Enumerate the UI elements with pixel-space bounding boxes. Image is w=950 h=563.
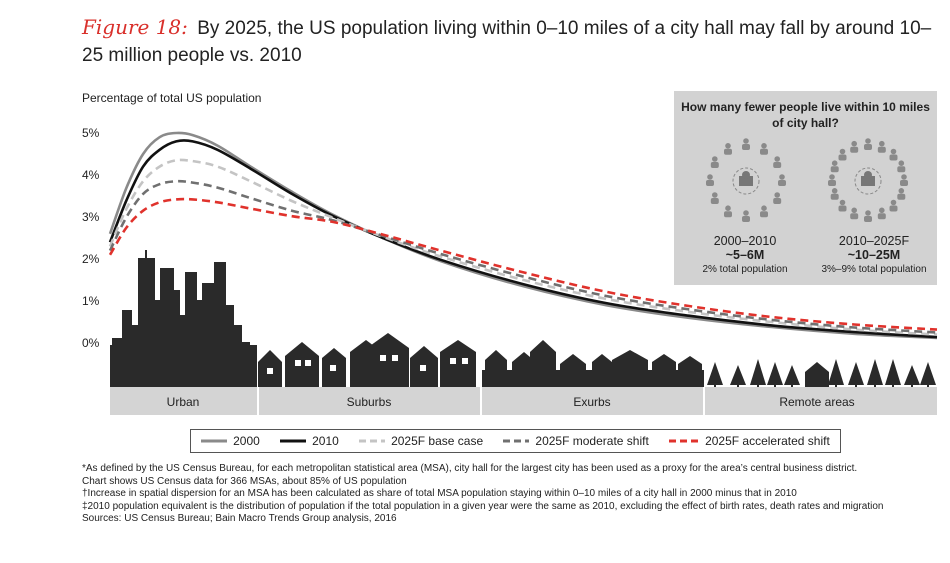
legend-label: 2025F base case [391,434,484,448]
legend-label: 2025F accelerated shift [705,434,830,448]
footnote: ‡2010 population equivalent is the distr… [82,500,884,512]
legend-item-2000: 2000 [201,434,260,448]
category-label-urban: Urban [167,395,200,409]
band-urban [110,387,257,415]
legend-item-accelerated-shift: 2025F accelerated shift [669,434,830,448]
remote-trees-illustration [707,359,936,387]
series-lines [108,131,938,340]
series-line-2025f-accelerated-shift [108,197,938,331]
figure-title: Figure 18: By 2025, the US population li… [82,14,942,69]
inset-right-share: 3%–9% total population [821,264,927,275]
legend-item-2010: 2010 [280,434,339,448]
inset-graphics [706,138,908,222]
y-tick-label: 3% [82,210,100,224]
y-tick-label: 2% [82,252,100,266]
inset-left-period: 2000–2010 [713,234,777,248]
title-text: By 2025, the US population living within… [82,18,932,66]
footnote: *As defined by the US Census Bureau, for… [82,463,858,474]
inset-box: How many fewer people live within 10 mil… [674,91,937,285]
category-label-exurbs: Exurbs [573,395,610,409]
legend-label: 2000 [233,434,260,448]
series-line-2010 [108,139,938,339]
category-label-remote: Remote areas [779,395,854,409]
people-ring-left-illustration [706,138,786,222]
series-line-2025f-moderate-shift [108,179,938,334]
population-chart: 5% 4% 3% 2% 1% 0% [82,126,938,415]
people-ring-right-illustration [828,138,908,222]
inset-left-share: 2% total population [702,264,788,275]
inset-right-period: 2010–2025F [838,234,910,248]
inset-left-value: ~5–6M [725,248,765,262]
band-suburbs [259,387,480,415]
footnote: †Increase in spatial dispersion for an M… [82,488,797,500]
category-label-suburbs: Suburbs [347,395,392,409]
inset-left-column: 2000–2010 ~5–6M 2% total population [685,234,805,275]
legend-label: 2010 [312,434,339,448]
figure-label: Figure 18: [82,15,188,39]
series-line-2025f-base-case [108,158,938,336]
inset-question: How many fewer people live within 10 mil… [681,100,930,130]
y-tick-label: 5% [82,126,100,140]
y-tick-label: 4% [82,168,100,182]
legend-item-base-case: 2025F base case [359,434,483,448]
footnotes: *As defined by the US Census Bureau, for… [82,463,932,526]
y-tick-labels: 5% 4% 3% 2% 1% 0% [82,126,100,350]
y-axis-label: Percentage of total US population [82,91,262,105]
footnote: Sources: US Census Bureau; Bain Macro Tr… [82,513,397,525]
band-exurbs [482,387,703,415]
legend-label: 2025F moderate shift [535,434,649,448]
y-tick-label: 1% [82,294,100,308]
inset-right-column: 2010–2025F ~10–25M 3%–9% total populatio… [814,234,934,275]
category-bands: Urban Suburbs Exurbs Remote areas [110,387,937,415]
suburb-houses-illustration [258,333,476,387]
legend-item-moderate-shift: 2025F moderate shift [503,434,649,448]
chart-legend: 2000 2010 2025F base case 2025F moderate… [190,429,841,453]
exurb-houses-illustration [482,340,704,387]
band-remote [705,387,937,415]
footnote: Chart shows US Census data for 366 MSAs,… [82,475,407,487]
inset-right-value: ~10–25M [847,248,901,262]
y-tick-label: 0% [82,336,100,350]
urban-skyline-illustration [110,250,257,387]
